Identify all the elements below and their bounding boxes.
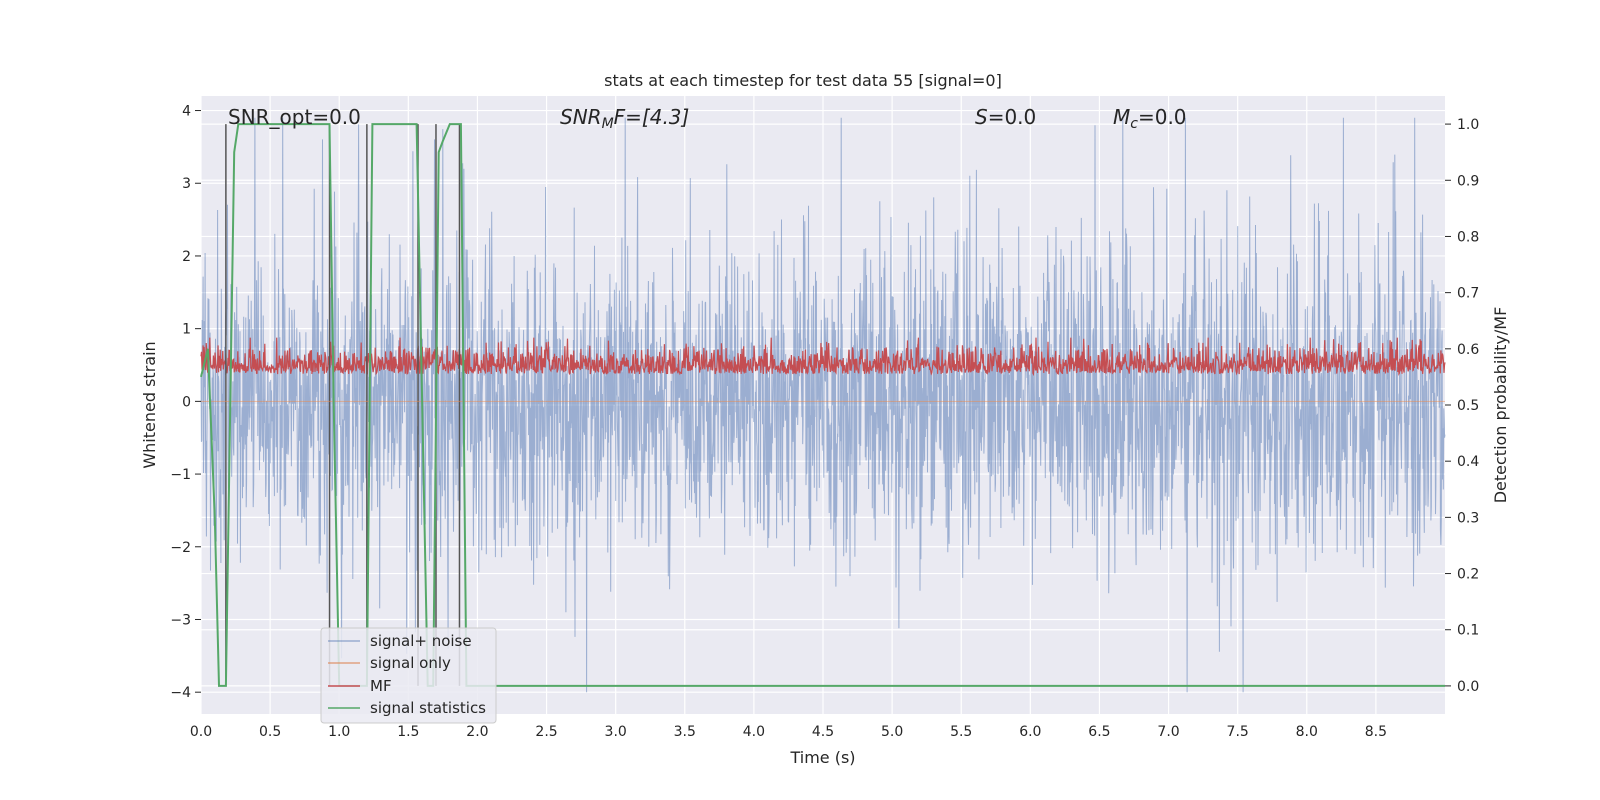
x-tick-label: 8.5: [1365, 724, 1387, 740]
x-tick-label: 6.5: [1088, 724, 1110, 740]
y-left-tick-label: 2: [182, 249, 191, 265]
y-right-tick-label: 0.9: [1457, 173, 1479, 189]
y-axis-left-label: Whitened strain: [140, 341, 159, 468]
x-tick-label: 0.0: [190, 724, 212, 740]
series-signal-noise: [200, 117, 1446, 693]
legend-label-signal-noise: signal+ noise: [370, 632, 472, 650]
x-tick-label: 1.0: [328, 724, 350, 740]
y-left-tick-label: −3: [170, 612, 191, 628]
y-right-tick-label: 0.8: [1457, 229, 1479, 245]
x-tick-labels: 0.0 0.5 1.0 1.5 2.0 2.5 3.0 3.5 4.0 4.5 5.0 5.5 6.0 6…: [190, 724, 1387, 740]
x-tick-label: 5.5: [950, 724, 972, 740]
x-tick-label: 2.5: [535, 724, 557, 740]
series-line-signal-noise: [200, 117, 1446, 693]
x-tick-label: 3.5: [674, 724, 696, 740]
y-left-tick-label: 3: [182, 176, 191, 192]
annotation-mc-label: M: [1113, 105, 1130, 129]
x-tick-label: 5.0: [881, 724, 903, 740]
annotation-snr-mf-suffix: F=[4.3]: [614, 105, 690, 129]
y-left-tick-label: 4: [182, 104, 191, 120]
y-right-tick-labels: 1.0 0.9 0.8 0.7 0.6 0.5 0.4 0.3 0.2 0.1 0.0: [1445, 117, 1479, 695]
annotation-snr-opt: SNR_opt=0.0: [228, 105, 361, 129]
annotation-snr-mf: SNRMF=[4.3]: [560, 105, 689, 132]
x-tick-label: 0.5: [259, 724, 281, 740]
x-tick-label: 6.0: [1019, 724, 1041, 740]
y-right-tick-label: 0.2: [1457, 567, 1479, 583]
legend-label-signal-statistics: signal statistics: [370, 699, 486, 717]
y-right-tick-label: 0.3: [1457, 510, 1479, 526]
y-right-tick-label: 0.6: [1457, 342, 1479, 358]
legend-box: [320, 627, 497, 724]
annotation-mc-sub: c: [1130, 116, 1138, 132]
y-right-tick-label: 0.0: [1457, 679, 1479, 695]
legend-label-signal-only: signal only: [370, 654, 451, 672]
y-left-tick-label: 1: [182, 322, 191, 338]
series-signal-statistics: [200, 123, 1445, 687]
x-tick-label: 4.5: [812, 724, 834, 740]
chart-title: stats at each timestep for test data 55 …: [604, 71, 1002, 90]
y-right-tick-label: 0.4: [1457, 454, 1479, 470]
x-tick-label: 3.0: [605, 724, 627, 740]
y-right-tick-label: 0.7: [1457, 286, 1479, 302]
y-left-tick-label: −1: [170, 467, 191, 483]
y-left-tick-label: 0: [182, 394, 191, 410]
y-left-tick-label: −4: [170, 685, 191, 701]
y-right-tick-label: 1.0: [1457, 117, 1479, 133]
y-right-tick-label: 0.1: [1457, 623, 1479, 639]
x-tick-label: 4.0: [743, 724, 765, 740]
x-tick-label: 7.0: [1157, 724, 1179, 740]
legend-label-mf: MF: [370, 677, 392, 695]
x-tick-label: 1.5: [397, 724, 419, 740]
y-axis-right-label: Detection probability/MF: [1491, 307, 1510, 504]
annotation-s-label: S: [975, 105, 988, 129]
annotation-mc: Mc=0.0: [1113, 105, 1187, 132]
y-right-tick-label: 0.5: [1457, 398, 1479, 414]
annotation-s-value: =0.0: [988, 105, 1037, 129]
x-axis-label: Time (s): [789, 748, 855, 767]
x-tick-label: 8.0: [1296, 724, 1318, 740]
x-tick-label: 7.5: [1227, 724, 1249, 740]
annotation-snr-mf-sub: M: [602, 116, 614, 132]
y-left-tick-label: −2: [170, 540, 191, 556]
series-mf: [200, 337, 1446, 377]
y-left-tick-labels: 4 3 2 1 0 −1 −2 −3 −4: [170, 104, 201, 701]
x-tick-label: 2.0: [466, 724, 488, 740]
series-line-signal-statistics: [200, 123, 1445, 687]
legend: signal+ noise signal only MF signal stat…: [320, 627, 497, 724]
annotation-snr-mf-prefix: SNR: [560, 105, 602, 129]
annotation-mc-value: =0.0: [1138, 105, 1187, 129]
annotation-s: S=0.0: [975, 105, 1036, 129]
series-line-mf: [200, 337, 1446, 377]
